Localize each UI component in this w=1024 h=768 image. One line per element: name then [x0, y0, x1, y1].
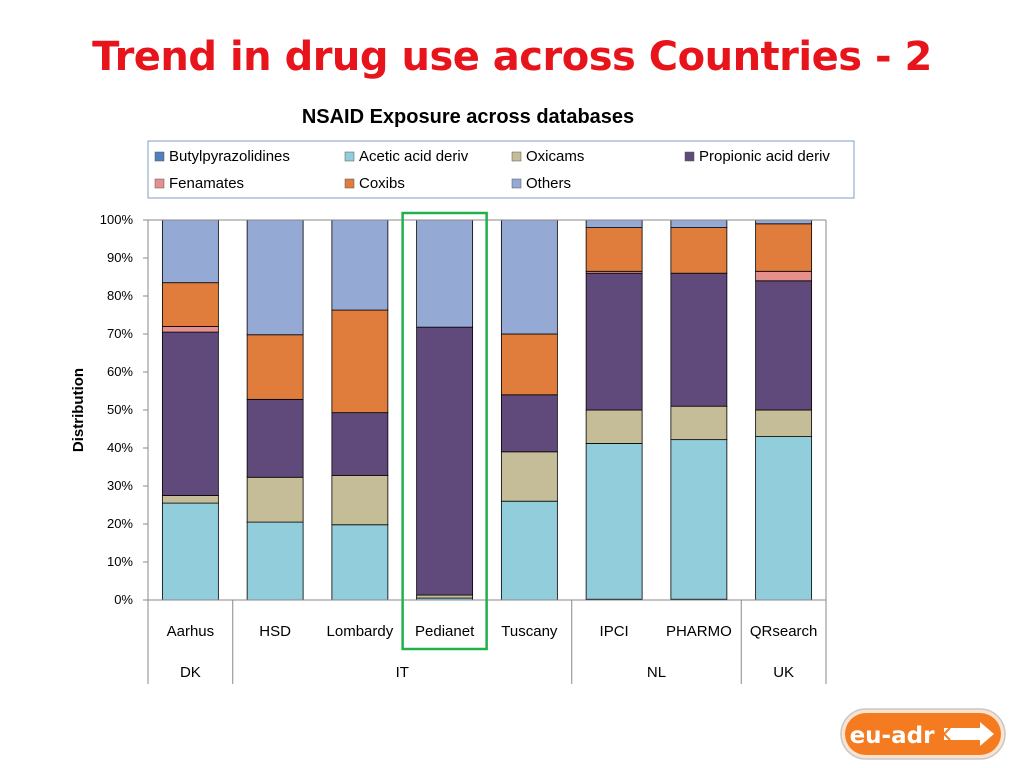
- x-label-hsd: HSD: [259, 623, 291, 640]
- y-tick-label: 40%: [107, 440, 133, 455]
- legend-box: [147, 140, 855, 199]
- bar-ipci-coxibs: [585, 227, 643, 272]
- group-label-uk: UK: [773, 664, 794, 681]
- bar-qrsearch-fenamates: [755, 270, 813, 282]
- legend-swatch-oxicams: [511, 151, 522, 162]
- arrow-icon: [944, 722, 994, 746]
- legend-swatch-butylpyrazolidines: [154, 151, 165, 162]
- bar-area: [161, 219, 813, 601]
- x-label-qrsearch: QRsearch: [750, 623, 818, 640]
- bar-lombardy-others: [331, 219, 389, 311]
- bar-pharmo-propionic-acid-deriv: [670, 272, 728, 407]
- x-label-pharmo: PHARMO: [666, 623, 732, 640]
- bar-tuscany-others: [500, 219, 558, 335]
- bar-aarhus-propionic-acid-deriv: [161, 331, 219, 496]
- x-label-pedianet: Pedianet: [415, 623, 475, 640]
- highlight-box: [401, 211, 488, 651]
- y-tick-label: 60%: [107, 364, 133, 379]
- y-tick-label: 100%: [100, 212, 134, 227]
- bar-ipci-acetic-acid-deriv: [585, 443, 643, 600]
- bar-tuscany-acetic-acid-deriv: [500, 500, 558, 601]
- y-tick-label: 90%: [107, 250, 133, 265]
- bar-tuscany-propionic-acid-deriv: [500, 394, 558, 453]
- logo-text: eu-adr: [850, 723, 936, 749]
- bar-pharmo-oxicams: [670, 405, 728, 441]
- chart-title: NSAID Exposure across databases: [302, 106, 634, 128]
- legend-label-propionic-acid-deriv: Propionic acid deriv: [699, 148, 830, 165]
- x-group-labels: DK IT NL UK: [147, 600, 827, 684]
- legend-swatch-fenamates: [154, 178, 165, 189]
- x-label-lombardy: Lombardy: [327, 623, 394, 640]
- bar-hsd-others: [246, 219, 304, 336]
- x-label-aarhus: Aarhus: [167, 623, 215, 640]
- y-axis-label: Distribution: [70, 368, 87, 452]
- bar-aarhus-others: [161, 219, 219, 284]
- legend-label-others: Others: [526, 175, 571, 192]
- bar-qrsearch-acetic-acid-deriv: [755, 436, 813, 601]
- legend-swatch-coxibs: [344, 178, 355, 189]
- bar-qrsearch-propionic-acid-deriv: [755, 280, 813, 411]
- bar-qrsearch-coxibs: [755, 223, 813, 272]
- y-tick-label: 10%: [107, 554, 133, 569]
- x-label-ipci: IPCI: [600, 623, 629, 640]
- bar-ipci-oxicams: [585, 409, 643, 444]
- legend: Butylpyrazolidines Acetic acid deriv Oxica…: [154, 148, 830, 192]
- y-tick-label: 50%: [107, 402, 133, 417]
- group-label-it: IT: [396, 664, 409, 681]
- x-label-tuscany: Tuscany: [501, 623, 558, 640]
- y-tick-label: 70%: [107, 326, 133, 341]
- x-category-labels: Aarhus HSD Lombardy Pedianet Tuscany IPCI PHAR…: [167, 623, 818, 640]
- bar-pedianet-propionic-acid-deriv: [416, 326, 474, 596]
- bar-lombardy-oxicams: [331, 474, 389, 526]
- y-tick-label: 0%: [114, 592, 133, 607]
- eu-adr-logo: eu-adr: [840, 708, 1006, 760]
- bar-ipci-propionic-acid-deriv: [585, 272, 643, 411]
- bar-hsd-acetic-acid-deriv: [246, 521, 304, 601]
- bar-tuscany-oxicams: [500, 451, 558, 502]
- group-label-dk: DK: [180, 664, 201, 681]
- bar-hsd-coxibs: [246, 334, 304, 400]
- bar-pharmo-acetic-acid-deriv: [670, 439, 728, 600]
- legend-label-acetic-acid-deriv: Acetic acid deriv: [359, 148, 469, 165]
- bar-aarhus-oxicams: [161, 495, 219, 504]
- bar-aarhus-acetic-acid-deriv: [161, 502, 219, 601]
- bar-aarhus-coxibs: [161, 282, 219, 327]
- bar-hsd-propionic-acid-deriv: [246, 398, 304, 478]
- bar-pharmo-coxibs: [670, 227, 728, 274]
- bar-tuscany-coxibs: [500, 333, 558, 396]
- bar-pharmo-others: [670, 219, 728, 228]
- legend-label-coxibs: Coxibs: [359, 175, 405, 192]
- legend-swatch-others: [511, 178, 522, 189]
- legend-label-oxicams: Oxicams: [526, 148, 584, 165]
- bar-hsd-oxicams: [246, 476, 304, 523]
- y-tick-label: 30%: [107, 478, 133, 493]
- y-ticks: 0% 10% 20% 30% 40% 50% 60% 70% 80% 90% 100%: [100, 212, 148, 607]
- bar-qrsearch-others: [755, 219, 813, 225]
- legend-label-fenamates: Fenamates: [169, 175, 244, 192]
- legend-label-butylpyrazolidines: Butylpyrazolidines: [169, 148, 290, 165]
- legend-swatch-propionic-acid-deriv: [684, 151, 695, 162]
- slide-title: Trend in drug use across Countries - 2: [92, 34, 932, 80]
- bar-lombardy-propionic-acid-deriv: [331, 412, 389, 476]
- bar-pedianet-oxicams: [416, 594, 474, 599]
- bar-qrsearch-oxicams: [755, 409, 813, 438]
- bar-pedianet-others: [416, 219, 474, 328]
- y-tick-label: 80%: [107, 288, 133, 303]
- legend-swatch-acetic-acid-deriv: [344, 151, 355, 162]
- bar-lombardy-acetic-acid-deriv: [331, 524, 389, 601]
- bar-aarhus-fenamates: [161, 325, 219, 333]
- bar-ipci-others: [585, 219, 643, 228]
- bar-lombardy-coxibs: [331, 309, 389, 414]
- y-tick-label: 20%: [107, 516, 133, 531]
- group-label-nl: NL: [647, 664, 666, 681]
